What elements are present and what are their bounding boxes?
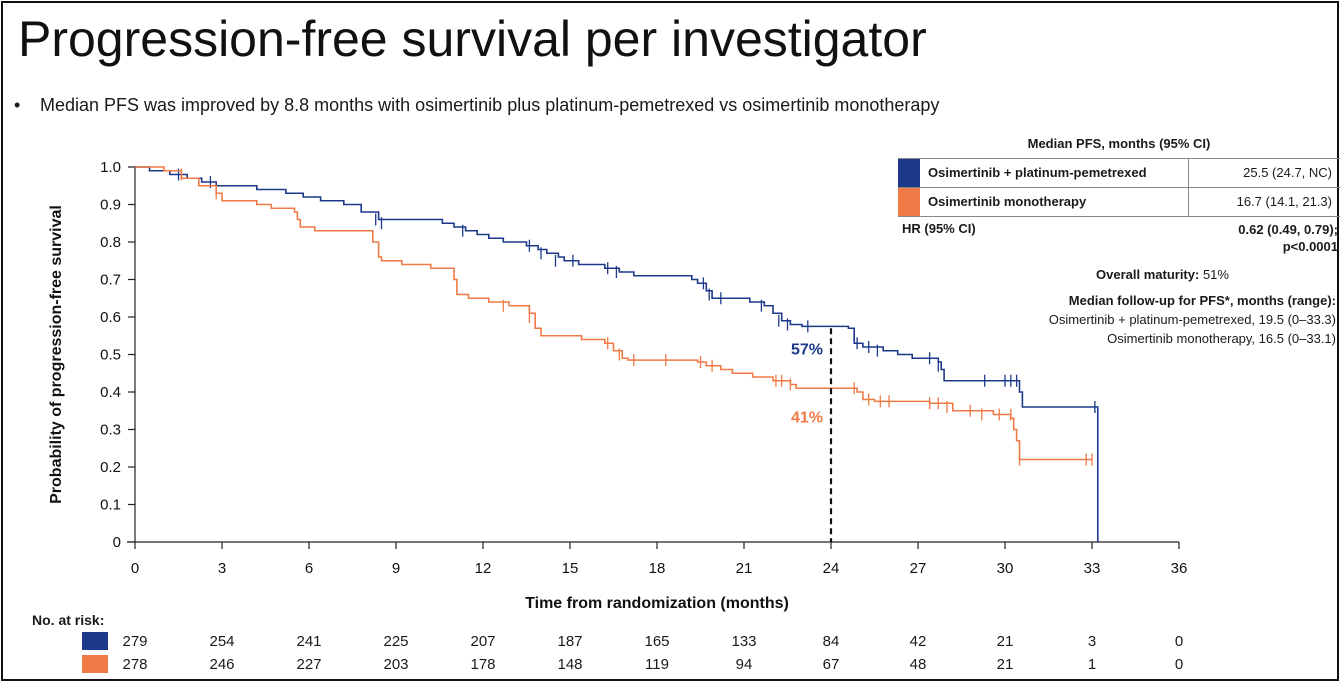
risk-cell-combo: 21 (996, 633, 1014, 650)
y-tick-label: 0 (113, 534, 121, 551)
risk-cell-mono: 48 (909, 656, 927, 673)
summary-bullet: • Median PFS was improved by 8.8 months w… (14, 92, 939, 118)
risk-cell-mono: 148 (557, 656, 583, 673)
bullet-dot: • (14, 95, 21, 115)
maturity-label: Overall maturity: (1096, 267, 1200, 282)
legend-table: Osimertinib + platinum-pemetrexed 25.5 (… (898, 158, 1340, 217)
y-tick-label: 0.4 (100, 384, 121, 401)
risk-cell-combo: 0 (1174, 633, 1184, 650)
risk-cell-combo: 133 (731, 633, 757, 650)
chart-annotations: 57% 41% (791, 328, 833, 542)
legend-header: Median PFS, months (95% CI) (1027, 136, 1211, 151)
x-tick-label: 18 (649, 560, 666, 577)
x-tick-label: 3 (218, 560, 226, 577)
risk-cell-combo: 279 (122, 633, 148, 650)
x-tick-label: 30 (997, 560, 1014, 577)
legend-swatch-mono (898, 188, 920, 216)
page-title: Progression-free survival per investigat… (18, 11, 927, 67)
y-tick-label: 0.1 (100, 497, 121, 514)
x-tick-label: 15 (562, 560, 579, 577)
risk-cell-mono: 0 (1174, 656, 1184, 673)
annotation-mono: 41% (791, 409, 823, 426)
x-tick-label: 0 (131, 560, 139, 577)
legend-divider (1188, 159, 1189, 187)
km-curve-1 (135, 166, 1092, 461)
x-tick-label: 27 (910, 560, 927, 577)
hr-value-line2: p<0.0001 (1282, 239, 1338, 254)
legend-value-mono: 16.7 (14.1, 21.3) (1236, 194, 1332, 209)
x-tick-label: 33 (1084, 560, 1101, 577)
risk-cell-combo: 254 (209, 633, 235, 650)
x-tick-label: 21 (736, 560, 753, 577)
risk-cell-combo: 225 (383, 633, 409, 650)
legend-row-mono: Osimertinib monotherapy 16.7 (14.1, 21.3… (898, 188, 1340, 217)
x-tick-label: 6 (305, 560, 313, 577)
risk-cell-mono: 119 (645, 656, 669, 673)
legend-row-combo: Osimertinib + platinum-pemetrexed 25.5 (… (898, 159, 1340, 188)
risk-table-header: No. at risk: (32, 612, 105, 628)
y-tick-label: 0.6 (100, 309, 121, 326)
maturity-value: 51% (1202, 267, 1229, 282)
risk-cell-mono: 1 (1087, 656, 1097, 673)
chart-axes: 0 3 6 9 12 15 18 21 24 27 30 33 3600.10.20.30.40.50.… (48, 159, 1187, 612)
y-tick-label: 0.5 (100, 347, 121, 364)
followup-line-combo: Osimertinib + platinum-pemetrexed, 19.5 … (1048, 312, 1336, 327)
y-axis-label: Probability of progression-free survival (48, 205, 65, 504)
risk-cell-combo: 207 (470, 633, 496, 650)
legend-name-combo: Osimertinib + platinum-pemetrexed (928, 165, 1147, 180)
risk-cell-combo: 84 (822, 633, 840, 650)
summary-text: Median PFS was improved by 8.8 months wi… (40, 95, 940, 115)
x-tick-label: 9 (392, 560, 400, 577)
overall-maturity: Overall maturity: 51% (1096, 267, 1229, 282)
risk-cell-combo: 241 (296, 633, 322, 650)
y-tick-label: 1.0 (100, 159, 121, 176)
legend-name-mono: Osimertinib monotherapy (928, 194, 1087, 209)
risk-swatch-mono (82, 655, 108, 673)
followup-header: Median follow-up for PFS*, months (range… (1068, 293, 1336, 308)
hr-value: 0.62 (0.49, 0.79); p<0.0001 (1138, 221, 1338, 255)
risk-cell-mono: 227 (296, 656, 322, 673)
hr-value-line1: 0.62 (0.49, 0.79); (1238, 222, 1338, 237)
legend-value-combo: 25.5 (24.7, NC) (1243, 165, 1332, 180)
risk-cell-mono: 94 (735, 656, 753, 673)
km-curve-0 (135, 166, 1099, 542)
annotation-combo: 57% (791, 341, 823, 358)
risk-cell-combo: 187 (557, 633, 583, 650)
y-tick-label: 0.3 (100, 422, 121, 439)
risk-cell-combo: 165 (644, 633, 670, 650)
risk-cell-mono: 203 (383, 656, 409, 673)
x-tick-label: 24 (823, 560, 840, 577)
risk-cell-combo: 3 (1087, 633, 1097, 650)
risk-cell-mono: 178 (470, 656, 496, 673)
risk-cell-mono: 21 (996, 656, 1014, 673)
risk-cell-mono: 67 (822, 656, 840, 673)
y-tick-label: 0.8 (100, 234, 121, 251)
risk-swatch-combo (82, 632, 108, 650)
y-tick-label: 0.9 (100, 197, 121, 214)
legend-divider (1188, 188, 1189, 216)
hr-label: HR (95% CI) (902, 221, 976, 236)
risk-cell-combo: 42 (909, 633, 927, 650)
followup-line-mono: Osimertinib monotherapy, 16.5 (0–33.1) (1107, 331, 1336, 346)
x-tick-label: 36 (1171, 560, 1188, 577)
y-tick-label: 0.7 (100, 272, 121, 289)
y-tick-label: 0.2 (100, 459, 121, 476)
x-tick-label: 12 (475, 560, 492, 577)
risk-cell-mono: 278 (122, 656, 148, 673)
chart-series (135, 166, 1099, 542)
legend-swatch-combo (898, 159, 920, 187)
x-axis-label: Time from randomization (months) (525, 595, 789, 612)
risk-cell-mono: 246 (209, 656, 235, 673)
